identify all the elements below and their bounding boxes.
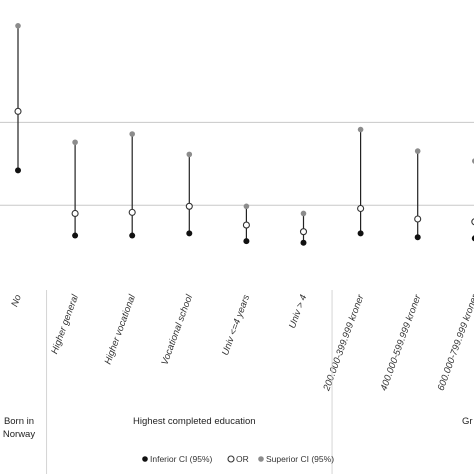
superior-ci-point (414, 148, 421, 154)
or-point (471, 218, 474, 226)
or-point (71, 209, 79, 218)
or-point (242, 221, 250, 229)
or-point (414, 215, 422, 223)
inferior-ci-point (414, 234, 421, 241)
superior-ci-point (72, 139, 78, 146)
inferior-ci-point (357, 230, 364, 237)
or-point (14, 107, 22, 115)
or-point (357, 204, 365, 213)
inferior-ci-point (129, 232, 136, 239)
inferior-ci-point (243, 238, 250, 245)
group-labels: Born in Norway Highest completed education… (3, 416, 473, 440)
or-point (128, 208, 136, 216)
ci-whiskers (17, 25, 419, 243)
superior-ci-point (15, 23, 21, 29)
x-tick-label: Higher general (49, 292, 81, 355)
legend-label: Inferior CI (95%) (150, 454, 213, 464)
inferior-ci-point (72, 232, 79, 239)
x-tick-label: No (9, 293, 23, 308)
group-dividers (46, 290, 333, 474)
inferior-ci-point (300, 239, 307, 246)
group-label: Born in Norway (3, 416, 35, 440)
x-tick-label: Univ <=4 years (220, 293, 252, 357)
superior-ci-point (300, 210, 307, 217)
legend-marker (258, 456, 264, 462)
group-label: Highest completed education (133, 416, 256, 427)
legend-label: Superior CI (95%) (266, 454, 334, 464)
x-tick-label: 600.000-799.999 kroner (436, 292, 474, 392)
inferior-ci-point (186, 230, 193, 237)
ci-points (14, 23, 474, 246)
inferior-ci-point (15, 167, 21, 174)
x-tick-label: Univ > 4 (287, 293, 309, 330)
x-tick-label: Vocational school (159, 292, 195, 366)
legend-marker (142, 456, 148, 462)
superior-ci-point (243, 203, 250, 210)
gridlines (0, 121, 474, 206)
superior-ci-point (357, 126, 364, 133)
superior-ci-point (186, 151, 193, 158)
or-point (185, 202, 193, 210)
superior-ci-point (129, 131, 135, 137)
x-tick-label: Higher vocational (103, 292, 139, 366)
x-tick-label: 200.000-399.999 kroner (321, 292, 367, 393)
group-label: Gr (462, 416, 473, 427)
x-tick-labels: No Higher general Higher vocational Vocatio… (9, 292, 474, 393)
x-tick-label: 400.000-599.999 kroner (378, 292, 423, 392)
legend: Inferior CI (95%) OR Superior CI (95%) (142, 454, 334, 464)
legend-marker (227, 455, 235, 463)
inferior-ci-point (471, 235, 474, 242)
legend-label: OR (236, 454, 249, 464)
or-point (299, 228, 308, 236)
